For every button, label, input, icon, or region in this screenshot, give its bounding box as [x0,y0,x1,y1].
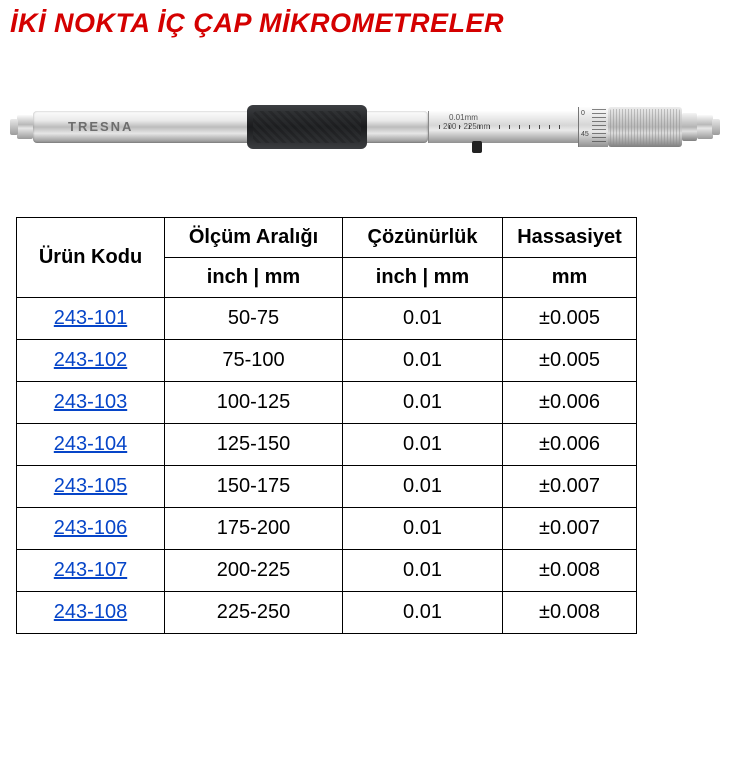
subheader-resolution-unit: inch | mm [343,258,503,298]
cell-accuracy: ±0.006 [503,382,637,424]
cell-accuracy: ±0.006 [503,424,637,466]
cell-code: 243-107 [17,550,165,592]
thimble: 0 45 [578,107,608,147]
table-row: 243-103 100-1250.01±0.006 [17,382,637,424]
product-code-link[interactable]: 243-105 [54,475,127,497]
cell-resolution: 0.01 [343,592,503,634]
micrometer-drawing: TRESNA 0.01mm 200 - 225mm 0 45 [17,105,713,149]
cell-accuracy: ±0.005 [503,340,637,382]
end-cap [682,113,697,141]
cell-code: 243-106 [17,508,165,550]
table-row: 243-104 125-1500.01±0.006 [17,424,637,466]
table-header-row: Ürün Kodu Ölçüm Aralığı Çözünürlük Hassa… [17,218,637,258]
insulated-grip [247,105,367,149]
cell-code: 243-103 [17,382,165,424]
cell-resolution: 0.01 [343,424,503,466]
lock-screw [472,141,482,153]
brand-label: TRESNA [68,119,133,134]
cell-range: 75-100 [165,340,343,382]
cell-range: 50-75 [165,298,343,340]
cell-resolution: 0.01 [343,466,503,508]
product-code-link[interactable]: 243-107 [54,559,127,581]
subheader-range-unit: inch | mm [165,258,343,298]
header-resolution: Çözünürlük [343,218,503,258]
cell-code: 243-104 [17,424,165,466]
product-code-link[interactable]: 243-102 [54,349,127,371]
cell-code: 243-108 [17,592,165,634]
header-code: Ürün Kodu [17,218,165,298]
cell-range: 225-250 [165,592,343,634]
product-code-link[interactable]: 243-108 [54,601,127,623]
cell-range: 175-200 [165,508,343,550]
cell-resolution: 0.01 [343,340,503,382]
cell-range: 125-150 [165,424,343,466]
thimble-mark: 45 [581,131,589,138]
cell-accuracy: ±0.008 [503,592,637,634]
cell-code: 243-102 [17,340,165,382]
cell-resolution: 0.01 [343,550,503,592]
table-row: 243-102 75-1000.01±0.005 [17,340,637,382]
thimble-mark: 0 [581,110,585,117]
cell-code: 243-105 [17,466,165,508]
subheader-accuracy-unit: mm [503,258,637,298]
product-code-link[interactable]: 243-101 [54,307,127,329]
spec-table-body: 243-10150-750.01±0.005243-10275-1000.01±… [17,298,637,634]
scale-text-resolution: 0.01mm [449,113,478,122]
anvil-left [17,115,33,139]
table-row: 243-105 150-1750.01±0.007 [17,466,637,508]
product-code-link[interactable]: 243-103 [54,391,127,413]
product-code-link[interactable]: 243-104 [54,433,127,455]
anvil-right [697,115,713,139]
product-illustration: TRESNA 0.01mm 200 - 225mm 0 45 [15,57,715,197]
sleeve-scale: 0.01mm 200 - 225mm [428,111,578,143]
barrel: TRESNA [33,111,428,143]
cell-accuracy: ±0.005 [503,298,637,340]
header-accuracy: Hassasiyet [503,218,637,258]
header-range: Ölçüm Aralığı [165,218,343,258]
cell-range: 200-225 [165,550,343,592]
cell-range: 100-125 [165,382,343,424]
table-row: 243-107 200-2250.01±0.008 [17,550,637,592]
spec-table: Ürün Kodu Ölçüm Aralığı Çözünürlük Hassa… [16,217,637,634]
table-row: 243-106 175-2000.01±0.007 [17,508,637,550]
page-title: İKİ NOKTA İÇ ÇAP MİKROMETRELER [10,8,720,39]
cell-resolution: 0.01 [343,382,503,424]
cell-accuracy: ±0.008 [503,550,637,592]
cell-accuracy: ±0.007 [503,466,637,508]
ratchet-knurl [608,107,682,147]
cell-resolution: 0.01 [343,298,503,340]
table-row: 243-101 50-750.01±0.005 [17,298,637,340]
cell-resolution: 0.01 [343,508,503,550]
cell-accuracy: ±0.007 [503,508,637,550]
table-row: 243-108 225-2500.01±0.008 [17,592,637,634]
product-code-link[interactable]: 243-106 [54,517,127,539]
scale-marks [439,125,568,129]
cell-range: 150-175 [165,466,343,508]
cell-code: 243-101 [17,298,165,340]
